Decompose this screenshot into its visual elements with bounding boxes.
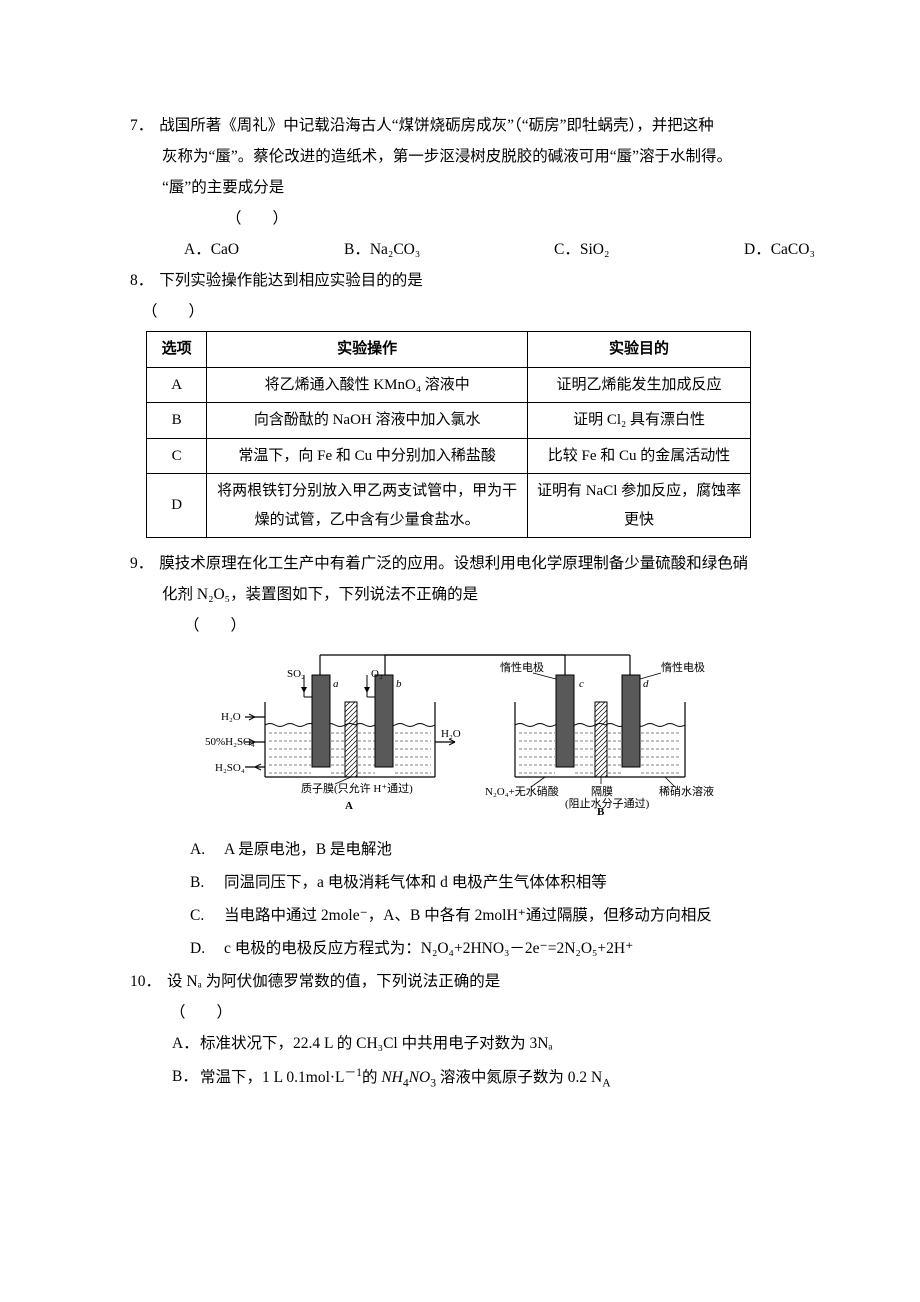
- table-row: D 将两根铁钉分别放入甲乙两支试管中，甲为干 燥的试管，乙中含有少量食盐水。 证…: [147, 474, 751, 538]
- table-header-row: 选项 实验操作 实验目的: [147, 332, 751, 368]
- q9-cont: 化剂 N₂O₅，装置图如下，下列说法不正确的是: [130, 579, 810, 610]
- label-d: d: [643, 678, 649, 690]
- q7-line2: 灰称为“蜃”。蔡伦改进的造纸术，第一步沤浸树皮脱胶的碱液可用“蜃”溶于水制得。: [130, 141, 810, 172]
- q9-text: 膜技术原理在化工生产中有着广泛的应用。设想利用电化学原理制备少量硫酸和绿色硝: [159, 548, 810, 579]
- label-so2: SO₂: [287, 668, 305, 680]
- q7-opt-b: B．Na₂CO₃: [344, 234, 554, 265]
- row-c-goal: 比较 Fe 和 Cu 的金属活动性: [528, 438, 751, 474]
- q7-number: 7．: [130, 110, 159, 141]
- q7-opt-c: C．SiO₂: [554, 234, 744, 265]
- table-row: A 将乙烯通入酸性 KMnO₄ 溶液中 证明乙烯能发生加成反应: [147, 367, 751, 403]
- question-8: 8． 下列实验操作能达到相应实验目的的是 （ ） 选项 实验操作 实验目的 A …: [130, 265, 810, 538]
- q7-paren: （ ）: [130, 203, 810, 234]
- q9-choices: A.A 是原电池，B 是电解池 B.同温同压下，a 电极消耗气体和 d 电极产生…: [130, 834, 810, 964]
- q10-choice-a: 标准状况下，22.4 L 的 CH₃Cl 中共用电子对数为 3Nₐ: [200, 1028, 553, 1059]
- label-h2so4: H₂SO₄: [215, 762, 245, 774]
- q10-b-lbl: B．: [172, 1061, 200, 1095]
- q10-a-lbl: A．: [172, 1028, 200, 1059]
- question-10: 10． 设 Nₐ 为阿伏伽德罗常数的值，下列说法正确的是 （ ） A．标准状况下…: [130, 966, 810, 1095]
- label-inert-l: 惰性电极: [500, 660, 544, 674]
- q9-b-lbl: B.: [190, 867, 224, 898]
- label-o2: O₂: [371, 668, 383, 680]
- row-d-op: 将两根铁钉分别放入甲乙两支试管中，甲为干 燥的试管，乙中含有少量食盐水。: [207, 474, 528, 538]
- q10-number: 10．: [130, 966, 167, 997]
- label-device-b: B: [597, 806, 605, 817]
- q9-c-lbl: C.: [190, 900, 224, 931]
- label-device-a: A: [345, 800, 353, 812]
- q9-choice-b: 同温同压下，a 电极消耗气体和 d 电极产生气体体积相等: [224, 867, 607, 898]
- q9-a-lbl: A.: [190, 834, 224, 865]
- row-d-goal2: 更快: [624, 512, 654, 528]
- row-a-opt: A: [147, 367, 207, 403]
- question-9: 9． 膜技术原理在化工生产中有着广泛的应用。设想利用电化学原理制备少量硫酸和绿色…: [130, 548, 810, 964]
- q9-number: 9．: [130, 548, 159, 579]
- label-n2o4: N₂O₄+无水硝酸: [485, 784, 559, 798]
- row-d-goal: 证明有 NaCl 参加反应，腐蚀率 更快: [528, 474, 751, 538]
- q7-options: A．CaO B．Na₂CO₃ C．SiO₂ D．CaCO₃: [130, 234, 810, 265]
- label-c: c: [579, 678, 584, 690]
- row-b-goal: 证明 Cl₂ 具有漂白性: [528, 403, 751, 439]
- q8-table: 选项 实验操作 实验目的 A 将乙烯通入酸性 KMnO₄ 溶液中 证明乙烯能发生…: [146, 331, 751, 538]
- row-c-op: 常温下，向 Fe 和 Cu 中分别加入稀盐酸: [207, 438, 528, 474]
- q9-choice-a: A 是原电池，B 是电解池: [224, 834, 392, 865]
- table-row: C 常温下，向 Fe 和 Cu 中分别加入稀盐酸 比较 Fe 和 Cu 的金属活…: [147, 438, 751, 474]
- q7-opt-d: D．CaCO₃: [744, 234, 864, 265]
- q7-line3: “蜃”的主要成分是: [130, 172, 810, 203]
- row-c-opt: C: [147, 438, 207, 474]
- q7-opt-a: A．CaO: [184, 234, 344, 265]
- row-d-op1: 将两根铁钉分别放入甲乙两支试管中，甲为干: [217, 483, 517, 499]
- row-d-goal1: 证明有 NaCl 参加反应，腐蚀率: [537, 483, 741, 499]
- q9-diagram: SO₂ O₂ H₂O 50%H₂SO₄ H₂SO₄ H₂O a b 质子膜(只允…: [130, 647, 810, 828]
- row-b-opt: B: [147, 403, 207, 439]
- label-h2o-out: H₂O: [441, 728, 461, 740]
- label-diaphragm2: (阻止水分子通过): [565, 797, 650, 810]
- th-goal: 实验目的: [528, 332, 751, 368]
- label-proton-membrane: 质子膜(只允许 H⁺通过): [301, 781, 413, 795]
- q10-paren: （ ）: [130, 997, 810, 1028]
- label-dilhno3: 稀硝水溶液: [659, 784, 714, 798]
- label-b: b: [396, 678, 402, 690]
- row-a-op: 将乙烯通入酸性 KMnO₄ 溶液中: [207, 367, 528, 403]
- label-h2o-in: H₂O: [221, 711, 241, 723]
- q7-line1: 战国所著《周礼》中记载沿海古人“煤饼烧砺房成灰”（“砺房”即牡蜗壳），并把这种: [159, 110, 810, 141]
- q10-choice-b: 常温下，1 L 0.1mol·L－1的 NH4NO3 溶液中氮原子数为 0.2 …: [200, 1061, 611, 1095]
- th-operation: 实验操作: [207, 332, 528, 368]
- label-inert-r: 惰性电极: [661, 660, 705, 674]
- question-7: 7． 战国所著《周礼》中记载沿海古人“煤饼烧砺房成灰”（“砺房”即牡蜗壳），并把…: [130, 110, 810, 265]
- q9-paren: （ ）: [130, 610, 810, 641]
- q9-choice-c: 当电路中通过 2mole⁻，A、B 中各有 2molH⁺通过隔膜，但移动方向相反: [224, 900, 712, 931]
- row-b-op: 向含酚酞的 NaOH 溶液中加入氯水: [207, 403, 528, 439]
- q10-text: 设 Nₐ 为阿伏伽德罗常数的值，下列说法正确的是: [167, 966, 810, 997]
- table-row: B 向含酚酞的 NaOH 溶液中加入氯水 证明 Cl₂ 具有漂白性: [147, 403, 751, 439]
- label-50h2so4: 50%H₂SO₄: [205, 736, 255, 748]
- q9-choice-d: c 电极的电极反应方程式为：N₂O₄+2HNO₃－2e⁻=2N₂O₅+2H⁺: [224, 933, 633, 964]
- q10-choices: A．标准状况下，22.4 L 的 CH₃Cl 中共用电子对数为 3Nₐ B．常温…: [130, 1028, 810, 1095]
- row-a-goal: 证明乙烯能发生加成反应: [528, 367, 751, 403]
- row-d-opt: D: [147, 474, 207, 538]
- label-diaphragm: 隔膜: [591, 785, 613, 798]
- exam-page: 7． 战国所著《周礼》中记载沿海古人“煤饼烧砺房成灰”（“砺房”即牡蜗壳），并把…: [0, 0, 920, 1157]
- row-d-op2: 燥的试管，乙中含有少量食盐水。: [255, 512, 480, 528]
- q8-number: 8．: [130, 265, 159, 296]
- q8-paren: （ ）: [130, 296, 810, 327]
- label-a: a: [333, 678, 339, 690]
- q8-text: 下列实验操作能达到相应实验目的的是: [159, 265, 810, 296]
- q9-d-lbl: D.: [190, 933, 224, 964]
- th-option: 选项: [147, 332, 207, 368]
